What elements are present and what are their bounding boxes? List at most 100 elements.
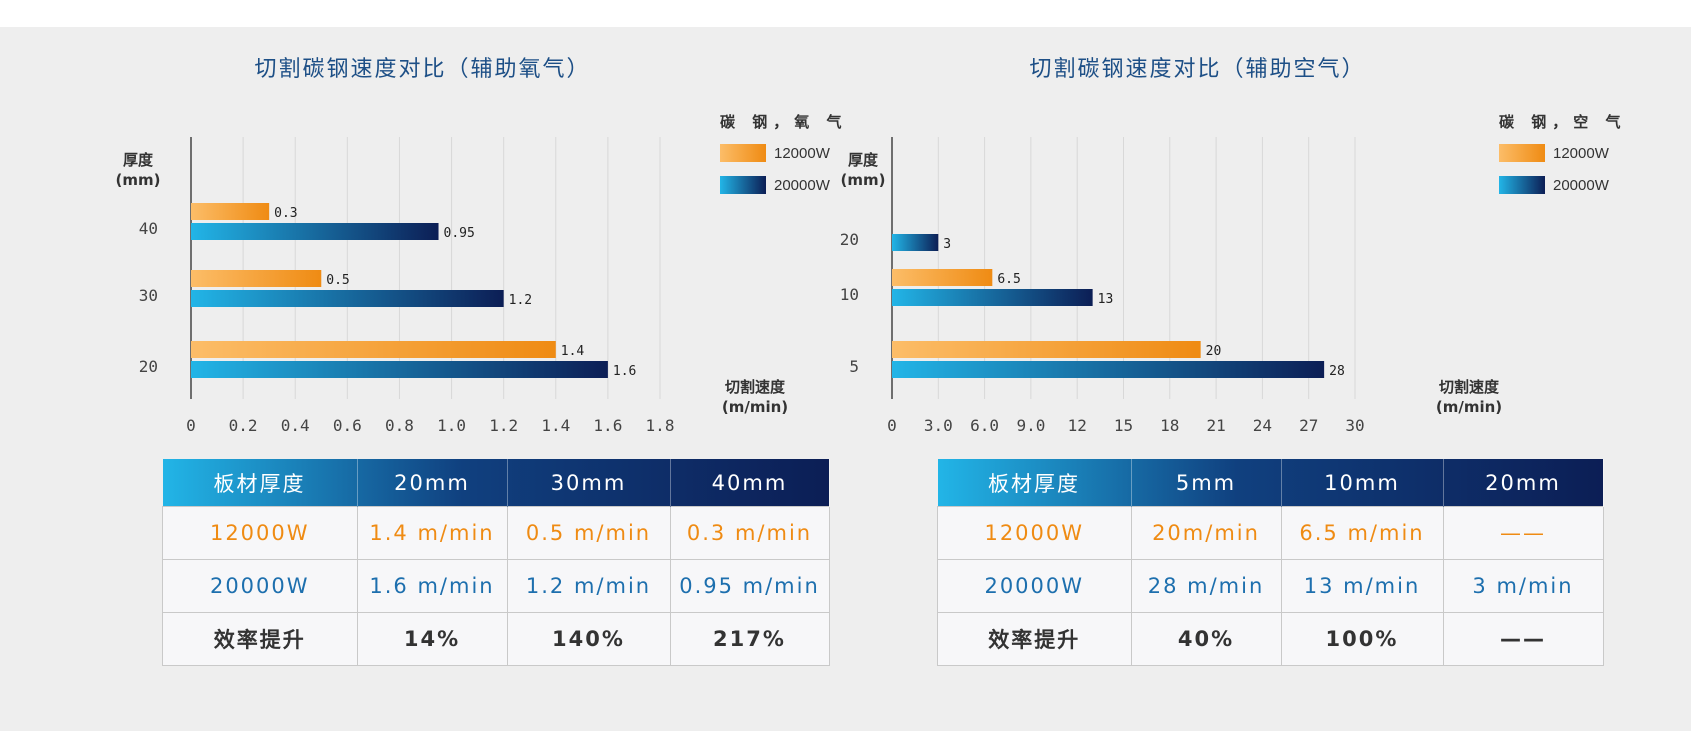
y-tick-label: 20 [139, 357, 158, 376]
legend-label: 20000W [774, 176, 830, 194]
table-row: 20000W 1.6 m/min 1.2 m/min 0.95 m/min [162, 559, 830, 613]
legend-swatch-blue [1499, 176, 1545, 194]
y-tick-label: 30 [139, 286, 158, 305]
x-tick-label: 9.0 [1016, 416, 1045, 435]
table-cell: 3 m/min [1442, 559, 1604, 613]
x-tick-label: 6.0 [970, 416, 999, 435]
table-cell: 6.5 m/min [1280, 506, 1444, 560]
table-header-cell: 板材厚度 [162, 459, 358, 507]
row-label: 效率提升 [937, 612, 1132, 666]
bar-value-label: 13 [1098, 292, 1114, 307]
x-tick-label: 0 [887, 416, 897, 435]
table-header-row: 板材厚度 20mm 30mm 40mm [162, 459, 830, 507]
x-tick-label: 1.8 [646, 416, 675, 435]
bar-12000w [191, 341, 556, 358]
table-row: 12000W 1.4 m/min 0.5 m/min 0.3 m/min [162, 506, 830, 560]
table-cell: 1.4 m/min [356, 506, 508, 560]
bar-value-label: 0.3 [274, 206, 297, 221]
table-cell: 1.6 m/min [356, 559, 508, 613]
bar-20000w [191, 361, 608, 378]
table-row: 20000W 28 m/min 13 m/min 3 m/min [937, 559, 1604, 613]
x-axis-label-line1: 切割速度 [724, 378, 785, 396]
table-header-cell: 20mm [357, 459, 508, 507]
legend-item-12000w: 12000W [720, 142, 850, 164]
y-tick-label: 20 [840, 230, 859, 249]
legend-label: 12000W [774, 144, 830, 162]
y-axis-label-line1: 厚度 [122, 151, 153, 169]
bar-20000w [892, 234, 939, 251]
bar-value-label: 1.6 [613, 364, 636, 379]
y-axis-label: 厚度 (mm) [833, 150, 893, 190]
legend-item-20000w: 20000W [1499, 174, 1629, 196]
bar-value-label: 28 [1329, 364, 1345, 379]
table-cell: —— [1442, 506, 1604, 560]
table-cell: 140% [506, 612, 671, 666]
table-row: 12000W 20m/min 6.5 m/min —— [937, 506, 1604, 560]
bar-value-label: 1.2 [509, 293, 532, 308]
bar-value-label: 0.5 [326, 273, 349, 288]
bar-value-label: 0.95 [444, 226, 475, 241]
x-tick-label: 0.8 [385, 416, 414, 435]
bar-20000w [191, 223, 439, 240]
x-tick-label: 18 [1160, 416, 1179, 435]
row-label: 12000W [162, 506, 358, 560]
bar-value-label: 6.5 [997, 272, 1020, 287]
y-axis-label-line2: (mm) [840, 171, 886, 189]
y-axis-label-line2: (mm) [115, 171, 161, 189]
oxygen-panel: 切割碳钢速度对比（辅助氧气） 0 0.2 0.4 0.6 0.8 1.0 1.2 1.4 1.6… [0, 27, 845, 731]
oxygen-comparison-table: 板材厚度 20mm 30mm 40mm 12000W 1.4 m/min 0.5… [162, 459, 830, 666]
chart-legend: 碳 钢，氧 气 12000W 20000W [720, 111, 850, 206]
row-label: 20000W [162, 559, 358, 613]
air-speed-chart: 0 3.0 6.0 9.0 12 15 18 21 24 27 30 20 3 10 6.5 13 5 20 28 [840, 137, 1365, 435]
bar-12000w [191, 270, 322, 287]
x-tick-label: 1.0 [437, 416, 466, 435]
table-row: 效率提升 40% 100% —— [937, 612, 1604, 666]
table-row: 效率提升 14% 140% 217% [162, 612, 830, 666]
y-tick-label: 40 [139, 219, 158, 238]
y-axis-label-line1: 厚度 [847, 151, 878, 169]
legend-title: 碳 钢，空 气 [1499, 113, 1627, 131]
x-tick-label: 0.6 [333, 416, 362, 435]
bar-value-label: 1.4 [561, 344, 585, 359]
x-tick-label: 15 [1114, 416, 1133, 435]
table-cell: 28 m/min [1130, 559, 1282, 613]
legend-label: 12000W [1553, 144, 1609, 162]
x-tick-label: 12 [1068, 416, 1087, 435]
table-cell: 1.2 m/min [506, 559, 671, 613]
table-header-cell: 10mm [1281, 459, 1444, 507]
x-tick-label: 24 [1253, 416, 1272, 435]
table-header-cell: 5mm [1131, 459, 1282, 507]
row-label: 效率提升 [162, 612, 358, 666]
x-tick-label: 0 [186, 416, 196, 435]
x-tick-label: 21 [1206, 416, 1225, 435]
oxygen-speed-chart: 0 0.2 0.4 0.6 0.8 1.0 1.2 1.4 1.6 1.8 40 0.3 0.95 30 0… [139, 137, 675, 435]
table-cell: 20m/min [1130, 506, 1282, 560]
x-tick-label: 27 [1299, 416, 1318, 435]
table-cell: 0.5 m/min [506, 506, 671, 560]
y-tick-label: 5 [849, 357, 859, 376]
legend-swatch-orange [1499, 144, 1545, 162]
table-header-row: 板材厚度 5mm 10mm 20mm [937, 459, 1604, 507]
chart-title: 切割碳钢速度对比（辅助空气） [1029, 57, 1366, 82]
x-axis-label: 切割速度 (m/min) [705, 377, 805, 417]
table-cell: 40% [1130, 612, 1282, 666]
chart-title: 切割碳钢速度对比（辅助氧气） [254, 57, 591, 82]
table-cell: 217% [669, 612, 830, 666]
air-comparison-table: 板材厚度 5mm 10mm 20mm 12000W 20m/min 6.5 m/… [937, 459, 1604, 666]
legend-label: 20000W [1553, 176, 1609, 194]
x-axis-label-line2: (m/min) [721, 398, 789, 416]
x-axis-label-line1: 切割速度 [1438, 378, 1499, 396]
row-label: 20000W [937, 559, 1132, 613]
x-axis-label-line2: (m/min) [1435, 398, 1503, 416]
legend-item-12000w: 12000W [1499, 142, 1629, 164]
bar-20000w [892, 289, 1093, 306]
table-cell: 100% [1280, 612, 1444, 666]
x-tick-label: 3.0 [924, 416, 953, 435]
legend-swatch-orange [720, 144, 766, 162]
x-tick-label: 1.4 [541, 416, 570, 435]
bar-12000w [892, 269, 993, 286]
x-tick-label: 1.6 [593, 416, 622, 435]
row-label: 12000W [937, 506, 1132, 560]
table-header-cell: 40mm [670, 459, 830, 507]
table-cell: 0.3 m/min [669, 506, 830, 560]
